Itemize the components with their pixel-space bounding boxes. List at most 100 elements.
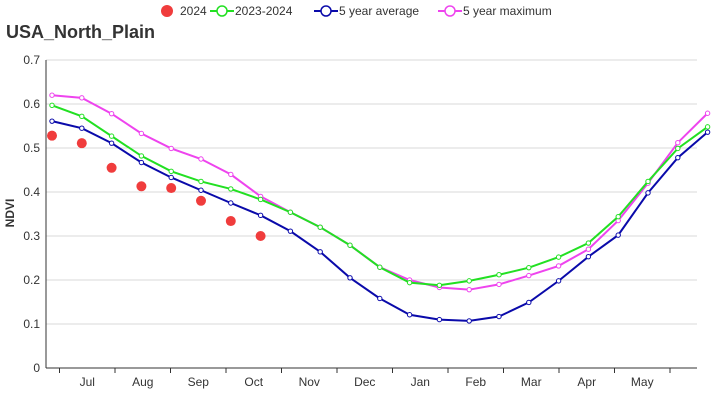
data-point	[108, 133, 115, 139]
data-point	[228, 171, 234, 178]
data-point	[287, 228, 294, 234]
legend-item[interactable]: 5 year average	[314, 4, 419, 18]
x-tick-label: Dec	[354, 375, 375, 389]
data-point	[228, 200, 234, 206]
legend-label: 2024	[180, 4, 207, 18]
y-tick-label: 0.5	[23, 141, 40, 155]
legend-item[interactable]: 2023-2024	[210, 4, 293, 18]
data-point	[138, 159, 145, 166]
data-point	[704, 110, 711, 116]
data-point	[675, 145, 681, 152]
data-point	[138, 153, 145, 159]
legend-label: 5 year average	[339, 4, 419, 18]
legend-label: 5 year maximum	[463, 4, 552, 18]
data-point	[555, 263, 562, 269]
data-point	[257, 196, 264, 203]
data-point-2024	[106, 162, 117, 173]
data-point	[526, 272, 532, 279]
data-point-2024	[47, 130, 57, 141]
data-point	[228, 186, 234, 192]
data-point	[108, 140, 115, 146]
x-tick-label: Feb	[465, 375, 486, 389]
data-point	[347, 275, 353, 281]
data-point	[168, 168, 174, 175]
x-tick-label: Jul	[80, 375, 95, 389]
legend[interactable]: 2024 2023-2024 5 year average 5 year maximu…	[161, 4, 552, 18]
data-point	[704, 124, 711, 130]
data-point	[168, 145, 174, 152]
series-line	[51, 120, 709, 322]
data-point	[645, 190, 651, 196]
data-point	[585, 253, 592, 260]
data-point	[79, 125, 85, 131]
data-point-2024	[225, 216, 236, 227]
data-point-2024	[166, 183, 177, 194]
data-point	[466, 278, 472, 284]
data-point	[704, 129, 711, 135]
data-point	[675, 140, 681, 146]
data-point	[496, 281, 502, 288]
x-tick-label: Apr	[577, 375, 596, 389]
y-tick-label: 0.6	[23, 97, 40, 111]
data-point	[555, 278, 562, 284]
x-tick-label: Nov	[299, 375, 320, 389]
data-point	[585, 240, 592, 246]
y-tick-label: 0.7	[23, 53, 40, 67]
data-point	[287, 209, 294, 215]
data-point	[198, 178, 204, 185]
data-point	[79, 113, 85, 120]
series-line	[51, 104, 709, 287]
data-point	[526, 264, 532, 271]
data-point	[675, 154, 681, 161]
y-tick-label: 0	[33, 361, 40, 375]
data-point	[585, 246, 592, 252]
data-point	[645, 178, 651, 185]
data-point	[79, 95, 85, 101]
chart-title: USA_North_Plain	[6, 22, 155, 42]
data-point	[555, 254, 562, 260]
y-tick-label: 0.3	[23, 229, 40, 243]
data-point	[138, 130, 145, 137]
y-tick-label: 0.4	[23, 185, 40, 199]
data-point	[615, 213, 621, 220]
data-point	[466, 286, 472, 293]
data-point	[347, 242, 353, 248]
y-axis-label: NDVI	[3, 199, 17, 228]
data-point	[317, 224, 323, 230]
data-point-2024	[136, 181, 147, 192]
x-tick-label: Jan	[411, 375, 430, 389]
data-point	[526, 299, 532, 306]
data-point	[49, 102, 55, 109]
x-tick-label: Oct	[244, 375, 263, 389]
data-point-2024	[76, 138, 87, 149]
data-point	[466, 318, 472, 324]
x-tick-label: Aug	[132, 375, 153, 389]
data-point	[496, 313, 502, 320]
data-point-2024	[196, 195, 206, 206]
grid	[46, 59, 697, 325]
y-tick-label: 0.2	[23, 273, 40, 287]
data-point	[317, 249, 323, 255]
legend-item[interactable]: 2024	[161, 4, 207, 18]
legend-label: 2023-2024	[235, 4, 293, 18]
data-point	[377, 264, 383, 270]
data-point	[377, 295, 383, 302]
data-point	[168, 174, 174, 181]
data-point	[198, 187, 204, 193]
x-tick-label: May	[631, 375, 654, 389]
x-tick-label: Mar	[521, 375, 542, 389]
legend-marker	[216, 5, 228, 17]
y-tick-label: 0.1	[23, 317, 40, 331]
data-point-2024	[255, 231, 266, 241]
data-point	[198, 156, 204, 162]
data-point	[436, 316, 443, 323]
data-point	[496, 272, 502, 278]
data-point	[108, 110, 115, 117]
legend-item[interactable]: 5 year maximum	[438, 4, 552, 18]
axes: 0 0.1 0.2 0.3 0.4 0.5 0.6 0.7 Jul Aug Sep Oct Nov Dec…	[23, 53, 697, 389]
legend-marker	[320, 5, 332, 17]
data-point	[257, 212, 264, 219]
x-tick-label: Sep	[188, 375, 210, 389]
data-point	[436, 282, 443, 288]
